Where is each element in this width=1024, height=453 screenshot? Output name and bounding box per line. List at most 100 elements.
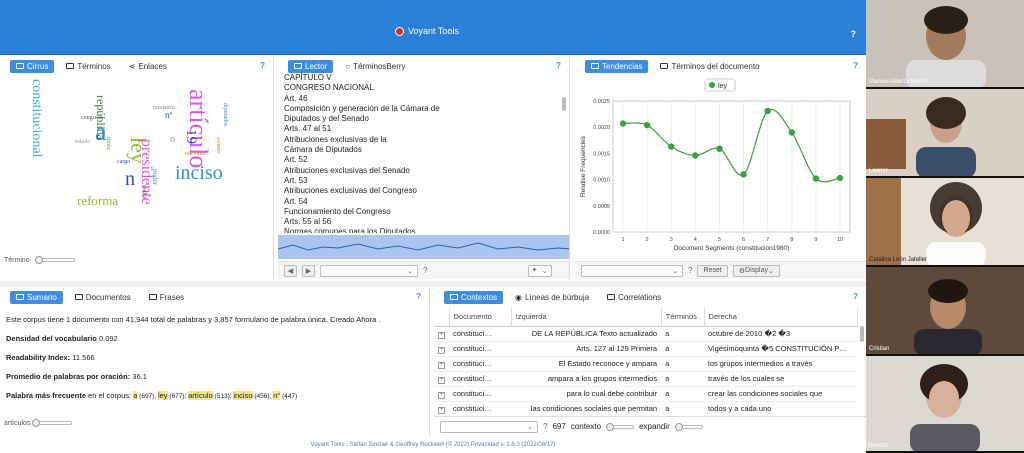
prev-arrow-icon[interactable]: ◀ [284, 264, 297, 277]
help-button[interactable]: ? [850, 29, 857, 39]
cloud-word[interactable]: senado [215, 137, 221, 154]
term-slider[interactable] [34, 256, 75, 265]
summary-help-button[interactable]: ? [416, 292, 421, 301]
data-point[interactable] [836, 174, 844, 182]
frequent-word[interactable]: a [133, 391, 138, 400]
tab-cirrus[interactable]: Cirrus [10, 59, 55, 73]
docs-slider-knob[interactable] [32, 419, 41, 428]
cloud-word[interactable]: estado [75, 139, 91, 145]
cloud-word[interactable]: 19 [183, 129, 199, 144]
data-point[interactable] [668, 143, 675, 150]
row-expander[interactable]: + [434, 341, 449, 357]
cloud-word[interactable]: ministros [153, 105, 176, 111]
context-slider-knob[interactable] [606, 422, 615, 431]
trend-ctrl-help[interactable]: ? [688, 266, 693, 275]
tab-correlations[interactable]: Correlations [601, 291, 667, 304]
row-expander[interactable]: + [434, 371, 449, 387]
column-header[interactable]: Términos [661, 308, 705, 327]
participant-tile[interactable]: lourdes [866, 356, 1024, 453]
cloud-word[interactable]: reforma [77, 193, 119, 208]
column-header[interactable]: Derecha [704, 308, 858, 327]
tab-frases[interactable]: Frases [143, 291, 190, 304]
expand-slider-knob[interactable] [674, 422, 683, 431]
reader-ctrl-help[interactable]: ? [423, 266, 428, 275]
plus-icon[interactable]: + [438, 391, 445, 399]
cloud-word[interactable]: congreso [81, 115, 103, 121]
data-point[interactable] [643, 121, 651, 129]
frequent-word[interactable]: artículo [188, 391, 213, 400]
reset-button[interactable]: Reset [697, 264, 728, 277]
reader-help-button[interactable]: ? [556, 61, 561, 70]
cloud-word[interactable]: diputados [222, 103, 228, 127]
term-slider-knob[interactable] [34, 256, 43, 265]
panel-divider[interactable] [0, 281, 866, 287]
participant-tile[interactable]: Cristian [866, 267, 1024, 356]
plus-icon[interactable]: + [438, 361, 445, 369]
frequent-word[interactable]: inciso [233, 391, 253, 400]
column-header[interactable]: Documento [449, 308, 512, 327]
cloud-word[interactable]: artículo [184, 89, 213, 169]
cloud-word[interactable]: constitucional [29, 79, 44, 158]
app-title[interactable]: Voyant Tools [395, 26, 459, 36]
row-expander[interactable]: + [434, 356, 449, 372]
trend-doc-select[interactable]: ⌄ [581, 264, 683, 277]
tab-enlaces[interactable]: ⋖ Enlaces [128, 61, 167, 71]
contexts-doc-select[interactable]: ⌄ [440, 420, 538, 433]
tab-lineas-burbuja[interactable]: ◉ Líneas de búrbuja [515, 292, 590, 302]
table-row[interactable]: + constituci… para lo cual debe contribuir… [434, 386, 858, 402]
plus-icon[interactable]: + [438, 406, 445, 414]
participant-tile[interactable]: Leonor [866, 89, 1024, 178]
data-point[interactable] [716, 145, 723, 152]
cloud-word[interactable]: república [94, 95, 108, 140]
cloud-word[interactable]: presidente [138, 139, 155, 205]
plus-icon[interactable]: + [438, 331, 445, 339]
data-point[interactable] [692, 152, 699, 159]
table-row[interactable]: + constituci… El Estado reconoce y ampara a… [434, 356, 858, 372]
cloud-word[interactable]: o [170, 134, 175, 145]
row-expander[interactable]: + [434, 401, 449, 416]
table-row[interactable]: + constituci… las condiciones sociales que… [434, 401, 858, 416]
plus-icon[interactable]: + [438, 376, 445, 384]
table-row[interactable]: + constituci… Arts. 127 al 129 Primera a Vig… [434, 341, 858, 357]
reader-sparkline[interactable] [278, 235, 570, 259]
context-slider[interactable] [606, 422, 635, 431]
tab-documentos[interactable]: Documentos [69, 291, 137, 304]
cloud-word[interactable]: cargo [117, 159, 131, 165]
tab-sumario[interactable]: Sumario [10, 290, 63, 304]
row-expander[interactable]: + [434, 326, 449, 342]
reader-scrollbar[interactable] [562, 97, 566, 111]
lightbulb-select[interactable]: ✦ ⌄ [528, 264, 553, 277]
contexts-help-button[interactable]: ? [853, 292, 858, 301]
column-header[interactable]: Izquierda [511, 308, 662, 327]
cirrus-help-button[interactable]: ? [260, 61, 265, 70]
frequent-word[interactable]: ley [157, 391, 168, 400]
cloud-word[interactable]: a [95, 117, 107, 146]
cloud-word[interactable]: podrá [141, 185, 147, 199]
expand-slider[interactable] [674, 422, 703, 431]
trends-help-button[interactable]: ? [853, 61, 858, 70]
cloud-word[interactable]: ley [126, 137, 151, 164]
participant-tile[interactable]: Manuel Alberto Muñoz [866, 0, 1024, 89]
row-expander[interactable]: + [434, 386, 449, 402]
cloud-word[interactable]: nacional [185, 151, 206, 157]
data-point[interactable] [740, 171, 747, 178]
contexts-ctrl-help[interactable]: ? [543, 422, 548, 431]
next-arrow-icon[interactable]: ▶ [302, 264, 315, 277]
docs-slider[interactable] [32, 419, 73, 428]
data-point[interactable] [812, 175, 820, 182]
data-point[interactable] [764, 107, 771, 115]
cloud-word[interactable]: n [125, 168, 135, 190]
tab-terminos[interactable]: Términos [60, 60, 116, 73]
table-row[interactable]: + constituci… DE LA REPÚBLICA Texto actual… [434, 326, 858, 342]
contexts-scrollbar[interactable] [860, 326, 864, 342]
table-row[interactable]: + constituci… ampara a los grupos intermed… [434, 371, 858, 387]
tab-terminosberry[interactable]: ○ TérminosBerry [345, 61, 406, 71]
cloud-word[interactable]: poder [151, 169, 159, 185]
frequent-word[interactable]: n° [273, 391, 281, 400]
tab-lector[interactable]: Lector [288, 59, 334, 73]
data-point[interactable] [788, 129, 795, 136]
data-point[interactable] [619, 120, 627, 127]
reader-doc-select[interactable]: ⌄ [320, 264, 418, 277]
tab-contextos[interactable]: Contextos [444, 290, 504, 304]
plus-icon[interactable]: + [438, 346, 445, 354]
